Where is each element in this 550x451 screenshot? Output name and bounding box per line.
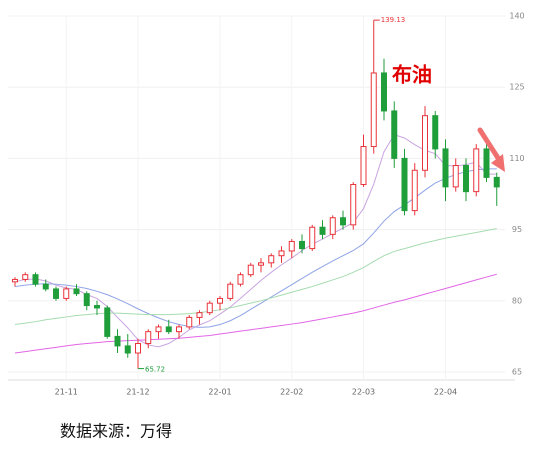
candle-body bbox=[381, 72, 387, 112]
candle-body bbox=[483, 148, 490, 178]
y-tick-label: 95 bbox=[512, 225, 522, 234]
candle-body bbox=[196, 312, 203, 318]
trend-arrow bbox=[477, 127, 505, 172]
candle-body bbox=[42, 283, 49, 290]
candle-body bbox=[350, 184, 357, 226]
x-tick-label: 22-01 bbox=[208, 388, 231, 397]
candle-body bbox=[227, 283, 234, 299]
candle-body bbox=[73, 288, 80, 295]
plot: 65 80 95 110 125 140 21-11 21-12 22-01 22-02 22-03… bbox=[8, 12, 525, 397]
candle-body bbox=[370, 72, 377, 148]
candle-body bbox=[299, 240, 305, 250]
candle-body bbox=[165, 326, 172, 333]
candle-body bbox=[94, 305, 100, 309]
x-tick-label: 21-12 bbox=[126, 388, 149, 397]
candle-body bbox=[432, 115, 439, 150]
candle-body bbox=[53, 288, 59, 299]
candle-body bbox=[422, 115, 428, 171]
candle-body bbox=[176, 326, 182, 333]
candle-body bbox=[319, 226, 326, 235]
candle-body bbox=[452, 165, 459, 188]
arrow-head bbox=[491, 154, 505, 172]
candle-body bbox=[22, 274, 29, 280]
moving-average-line bbox=[14, 273, 497, 354]
candle-body bbox=[217, 297, 223, 304]
candle-body bbox=[268, 255, 275, 264]
y-tick-label: 125 bbox=[509, 83, 524, 92]
candle-body bbox=[124, 345, 131, 354]
y-tick-label: 110 bbox=[509, 154, 524, 163]
candle-body bbox=[391, 110, 398, 159]
candle-body bbox=[247, 264, 254, 276]
source-note: 数据来源：万得 bbox=[60, 422, 172, 441]
moving-average-line bbox=[14, 134, 497, 348]
candle-body bbox=[442, 148, 449, 188]
candle-body bbox=[411, 169, 418, 212]
y-tick-label: 80 bbox=[512, 296, 522, 305]
candle-body bbox=[329, 217, 336, 235]
candle-body bbox=[135, 343, 141, 354]
candle-body bbox=[258, 262, 264, 266]
candle-body bbox=[83, 293, 90, 307]
candle-body bbox=[237, 274, 244, 285]
candle-body bbox=[340, 217, 346, 226]
candle-body bbox=[401, 157, 408, 212]
candle-body bbox=[63, 288, 70, 299]
candle-body bbox=[12, 278, 18, 283]
min-label: 65.72 bbox=[145, 366, 165, 374]
x-tick-label: 22-04 bbox=[434, 388, 457, 397]
candle-body bbox=[186, 316, 193, 328]
y-tick-label: 65 bbox=[512, 368, 522, 377]
candle-body bbox=[104, 307, 111, 337]
y-tick-label: 140 bbox=[509, 12, 524, 21]
max-label: 139.13 bbox=[381, 16, 406, 24]
candle-body bbox=[206, 302, 213, 314]
candle-body bbox=[463, 165, 469, 193]
moving-average-line bbox=[14, 228, 497, 326]
candle-body bbox=[32, 274, 39, 285]
chart-title: 布油 bbox=[392, 63, 432, 87]
candle-body bbox=[155, 326, 162, 333]
candle-body bbox=[278, 250, 285, 257]
arrow-shaft bbox=[477, 127, 501, 161]
candle-body bbox=[288, 240, 295, 252]
candle-body bbox=[360, 146, 367, 186]
candle-body bbox=[473, 148, 480, 193]
x-tick-label: 22-03 bbox=[352, 388, 375, 397]
x-tick-label: 21-11 bbox=[55, 388, 78, 397]
candle-body bbox=[114, 335, 121, 347]
candle-body bbox=[145, 331, 152, 345]
candle-body bbox=[493, 176, 500, 188]
candle-body bbox=[309, 226, 316, 250]
x-tick-label: 22-02 bbox=[280, 388, 303, 397]
